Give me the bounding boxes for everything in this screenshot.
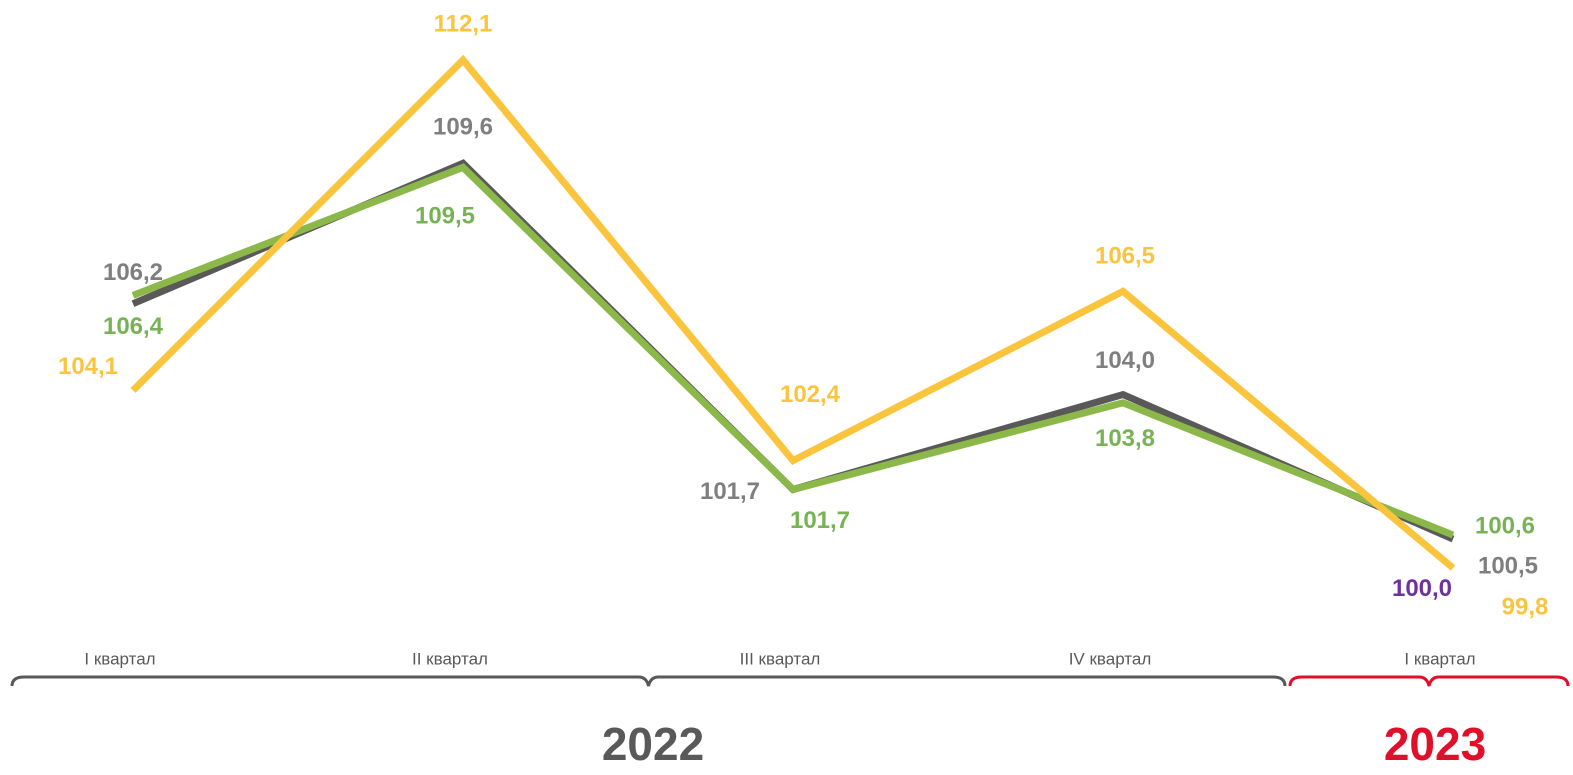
- line: [130, 54, 1456, 571]
- value-label: 101,7: [790, 507, 850, 534]
- value-label: 104,1: [58, 353, 118, 380]
- value-label: 106,4: [103, 313, 164, 340]
- value-label: 101,7: [700, 478, 760, 505]
- x-tick-label: IV квартал: [1069, 649, 1152, 668]
- value-label: 103,8: [1095, 425, 1155, 452]
- x-tick-label: II квартал: [412, 649, 488, 668]
- value-label: 112,1: [434, 10, 493, 37]
- group-label: 2023: [1384, 718, 1486, 770]
- group-label: 2022: [602, 718, 704, 770]
- value-label: 106,2: [103, 259, 163, 286]
- brace: [10, 675, 1287, 687]
- value-label: 100,5: [1478, 552, 1538, 579]
- value-label: 100,6: [1475, 512, 1535, 539]
- x-tick-label: I квартал: [1404, 649, 1475, 668]
- x-tick-label: I квартал: [84, 649, 155, 668]
- value-label: 106,5: [1095, 243, 1155, 270]
- value-label: 102,4: [780, 381, 841, 408]
- value-label: 99,8: [1502, 593, 1549, 620]
- brace: [1288, 675, 1570, 687]
- line: [131, 163, 1455, 539]
- value-label: 109,6: [433, 114, 493, 141]
- value-label: 109,5: [415, 203, 475, 230]
- x-tick-label: III квартал: [740, 649, 821, 668]
- value-label: 100,0: [1392, 575, 1452, 602]
- value-label: 104,0: [1095, 347, 1155, 374]
